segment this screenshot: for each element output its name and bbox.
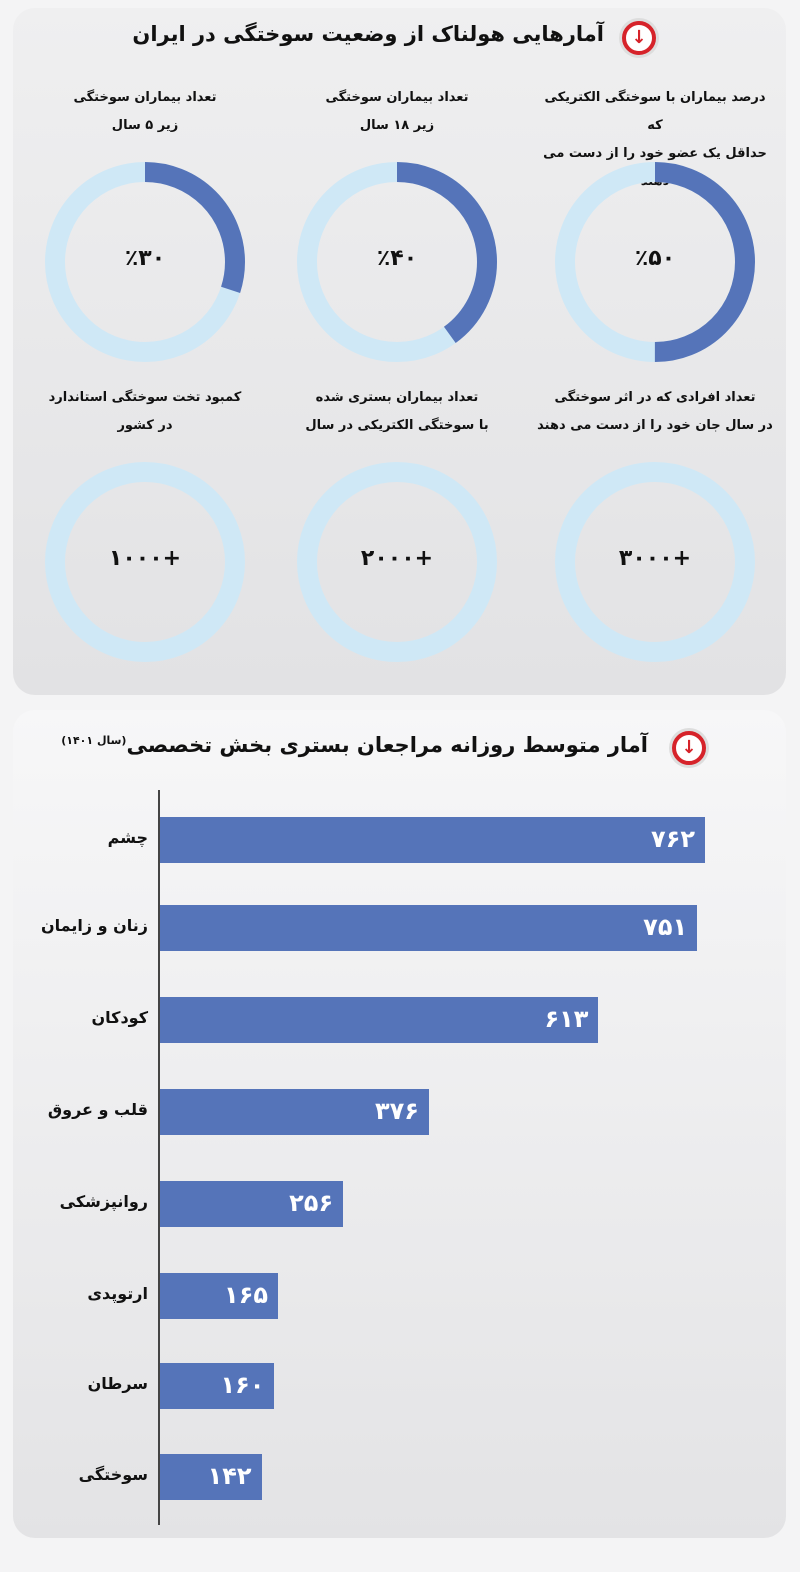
category-label: چشم [107,828,148,847]
bar-value-label: ۶۱۳ [544,1005,589,1033]
bar-value-label: ۱۶۵ [224,1281,268,1309]
stat-label: تعداد بیماران سوختگی زیر ۵ سال [25,84,265,140]
donut-chart [555,462,755,662]
stat-label-line1: تعداد بیماران سوختگی [325,90,469,105]
bar-value-label: ۱۶۰ [220,1371,265,1399]
arrow-down-circle-icon: ↓ [672,731,706,765]
donut-chart [297,462,497,662]
stat-label-line1: کمبود تخت سوختگی استاندارد [48,390,242,405]
bar-value-label: ۳۷۶ [374,1097,419,1125]
category-label: زنان و زایمان [40,916,148,935]
section1-title: آمارهایی هولناک از وضعیت سوختگی در ایران [132,22,604,46]
stat-value: +۳۰۰۰ [618,546,692,571]
donut-fill [45,162,245,362]
stat-label: تعداد افرادی که در اثر سوختگی در سال جان … [535,384,775,440]
category-label: ارتوپدی [87,1284,148,1303]
donut-track [297,462,497,662]
section2-title-note: (سال ۱۴۰۱) [61,734,127,747]
stat-label: کمبود تخت سوختگی استاندارد در کشور [25,384,265,440]
bar: ۱۶۵ [160,1273,278,1319]
donut-track [555,462,755,662]
stat-value: ٪۵۰ [634,246,676,271]
donut-track [45,462,245,662]
stat-value: ٪۴۰ [376,246,418,271]
bar: ۲۵۶ [160,1181,344,1227]
stat-label-line2: در سال جان خود را از دست می دهند [537,418,773,433]
stat-value: +۲۰۰۰ [360,546,434,571]
stat-label-line1: تعداد بیماران سوختگی [73,90,217,105]
arrow-down-circle-icon: ↓ [622,21,656,55]
donut-fill [297,162,497,362]
stat-value: ٪۳۰ [124,246,166,271]
donut-fill [555,162,755,362]
donut-chart [45,462,245,662]
bar: ۱۴۲ [160,1454,262,1500]
bar: ۳۷۶ [160,1089,429,1135]
section2-title: آمار متوسط روزانه مراجعان بستری بخش تخصص… [61,733,648,757]
category-label: قلب و عروق [47,1100,148,1119]
bar-value-label: ۷۵۱ [643,913,688,941]
bar-value-label: ۱۴۲ [207,1462,252,1490]
chart-axis [158,790,160,1525]
stat-label-line2: زیر ۵ سال [111,118,179,133]
bar: ۷۵۱ [160,905,698,951]
stat-label-line1: تعداد افرادی که در اثر سوختگی [554,390,756,405]
bar: ۷۶۲ [160,817,705,863]
category-label: روانپزشکی [59,1192,148,1211]
stat-label-line2: با سوختگی الکتریکی در سال [305,418,489,433]
category-label: سوختگی [78,1465,148,1484]
stat-label-line1: تعداد بیماران بستری شده [315,390,479,405]
category-label: سرطان [87,1374,148,1393]
bar-value-label: ۲۵۶ [289,1189,334,1217]
stat-label-line2: زیر ۱۸ سال [359,118,435,133]
bar: ۱۶۰ [160,1363,275,1409]
stat-label-line2: در کشور [117,418,173,433]
stat-label-line1: درصد بیماران با سوختگی الکتریکی که [544,90,766,133]
donut-chart [297,162,497,362]
stat-value: +۱۰۰۰ [108,546,182,571]
category-label: کودکان [91,1008,148,1027]
bar: ۶۱۳ [160,997,599,1043]
donut-chart [45,162,245,362]
donut-chart [555,162,755,362]
section2-title-text: آمار متوسط روزانه مراجعان بستری بخش تخصص… [126,733,648,757]
stat-label: تعداد بیماران بستری شده با سوختگی الکتریک… [277,384,517,440]
bar-value-label: ۷۶۲ [651,825,695,853]
stat-label: تعداد بیماران سوختگی زیر ۱۸ سال [277,84,517,140]
